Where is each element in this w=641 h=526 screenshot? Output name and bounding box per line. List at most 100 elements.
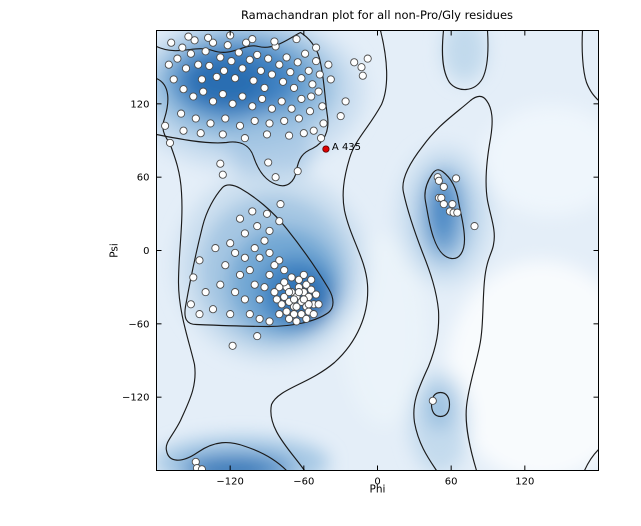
residue-point — [312, 290, 321, 299]
residue-point — [299, 295, 308, 304]
residue-point — [221, 114, 230, 123]
residue-point — [240, 295, 249, 304]
x-tick-label: 60 — [445, 477, 458, 488]
x-axis-label: Phi — [370, 484, 386, 496]
contour-inner-alpha — [184, 184, 334, 328]
residue-point — [285, 314, 294, 323]
residue-point — [309, 126, 318, 135]
residue-point — [238, 64, 247, 73]
residue-point — [167, 38, 176, 47]
residue-point — [218, 90, 227, 99]
residue-point — [245, 310, 254, 319]
outlier-label: A 435 — [332, 142, 361, 153]
residue-point — [275, 310, 284, 319]
residue-point — [324, 60, 333, 69]
residue-point — [292, 302, 301, 311]
residue-point — [165, 138, 175, 147]
residue-point — [250, 280, 259, 289]
residue-point — [231, 288, 240, 297]
residue-point — [179, 126, 188, 135]
residue-point — [434, 176, 443, 185]
residue-point — [228, 99, 237, 108]
residue-point — [260, 236, 269, 245]
x-tick-label: 0 — [374, 477, 380, 488]
residue-point — [275, 283, 284, 292]
residue-point — [305, 107, 315, 116]
residue-point — [293, 167, 302, 176]
residue-point — [439, 200, 448, 209]
residue-point — [312, 43, 321, 52]
residue-point — [190, 36, 199, 45]
residue-point — [197, 465, 206, 471]
residue-point — [453, 208, 462, 217]
residue-point — [240, 134, 249, 143]
residue-point — [287, 273, 296, 282]
residue-point — [255, 295, 264, 304]
residue-point — [272, 295, 281, 304]
density-blob — [442, 30, 487, 83]
residue-point — [177, 109, 186, 118]
residue-point — [208, 305, 218, 314]
residue-point — [260, 283, 269, 292]
residue-point — [292, 317, 301, 326]
residue-point — [255, 253, 264, 262]
residue-point — [294, 288, 303, 297]
residue-point — [238, 92, 247, 101]
contour-outer-right — [270, 30, 388, 471]
residue-point — [179, 85, 188, 94]
residue-point — [204, 33, 213, 42]
residue-point — [245, 55, 254, 64]
residue-point — [285, 288, 294, 297]
residue-point — [212, 72, 221, 81]
x-tick-label: 120 — [515, 477, 534, 488]
residue-point — [307, 92, 316, 101]
residue-point — [326, 75, 335, 84]
residue-point — [301, 49, 310, 58]
residue-point — [216, 53, 225, 62]
residue-point — [181, 64, 191, 73]
residue-point — [276, 200, 285, 209]
residue-point — [280, 116, 289, 125]
residue-point — [275, 60, 284, 69]
residue-point — [211, 244, 220, 253]
residue-point — [201, 47, 210, 56]
residue-point — [221, 261, 230, 270]
residue-point — [195, 310, 204, 319]
contour-outer-lalpha — [402, 95, 495, 471]
residue-point — [226, 310, 235, 319]
residue-point — [309, 310, 318, 319]
residue-point — [304, 300, 313, 309]
residue-point — [428, 396, 437, 405]
residue-point — [264, 54, 273, 63]
residue-point — [208, 38, 218, 47]
residue-point — [294, 114, 303, 123]
residue-point — [248, 102, 257, 111]
y-tick-label: −120 — [122, 393, 149, 404]
residue-point — [201, 288, 210, 297]
residue-point — [271, 173, 280, 182]
residue-point — [336, 112, 345, 121]
residue-point — [286, 68, 295, 77]
residue-point — [184, 32, 193, 41]
residue-point — [189, 92, 198, 101]
contour-top-right-corner — [581, 30, 599, 102]
residue-point — [314, 87, 323, 96]
residue-point — [357, 63, 366, 72]
residue-point — [448, 200, 457, 209]
residue-point — [223, 41, 232, 50]
residue-point — [307, 285, 316, 294]
residue-point — [228, 341, 237, 350]
residue-point — [265, 270, 274, 279]
outlier-annotation: A 435 — [322, 142, 361, 153]
residue-point — [315, 70, 324, 79]
residue-point — [292, 35, 301, 44]
residue-point — [262, 130, 272, 139]
residue-point — [191, 114, 200, 123]
residue-point — [280, 292, 289, 301]
residue-point — [235, 214, 245, 223]
density-blob — [229, 112, 314, 185]
residue-point — [186, 300, 195, 309]
tick-label-layer: −120 −60 0 60 120 −120 −60 0 60 120 — [122, 99, 534, 487]
residue-point — [316, 134, 326, 143]
